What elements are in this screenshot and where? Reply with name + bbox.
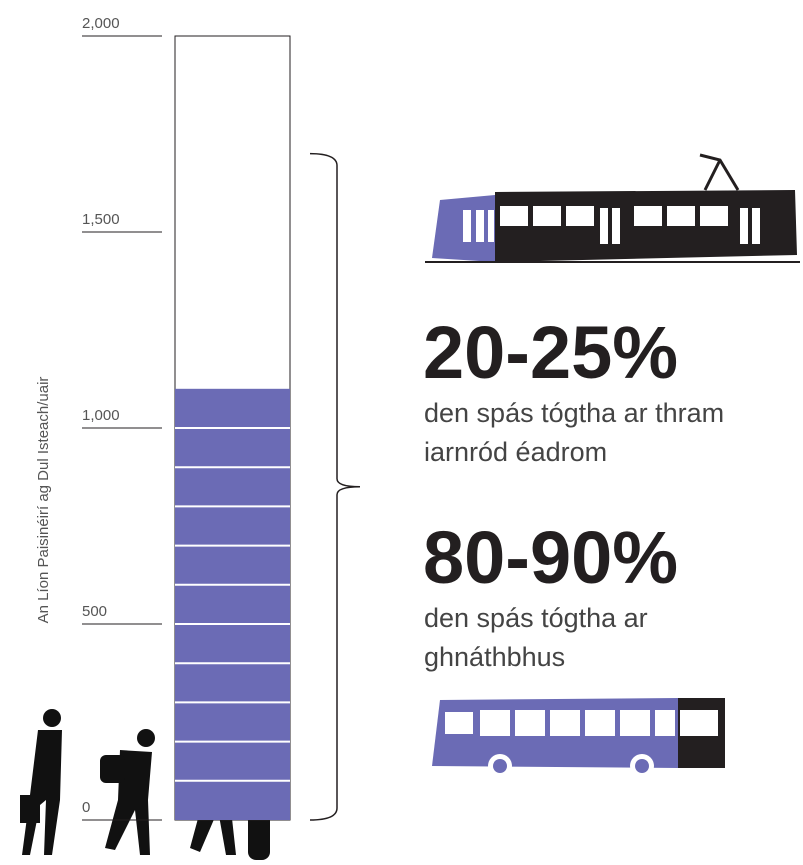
annotation-line: ghnáthbhus: [424, 642, 565, 672]
tram-icon: [425, 153, 800, 263]
bracket: [309, 152, 361, 821]
y-axis-label: An Líon Paisinéirí ag Dul Isteach/uair: [35, 377, 52, 624]
annotation-line: iarnród éadrom: [424, 437, 607, 467]
bus-icon: [432, 698, 725, 778]
headline: 20-25%: [423, 311, 678, 394]
y-tick-label: 1,000: [82, 407, 120, 424]
y-tick-label: 2,000: [82, 15, 120, 32]
bar: [175, 388, 290, 820]
y-tick-label: 1,500: [82, 211, 120, 228]
annotation-line: den spás tógtha ar thram: [424, 398, 724, 428]
y-tick-label: 500: [82, 603, 107, 620]
annotation-line: den spás tógtha ar: [424, 603, 648, 633]
y-tick-label: 0: [82, 799, 90, 816]
headline: 80-90%: [423, 516, 678, 599]
